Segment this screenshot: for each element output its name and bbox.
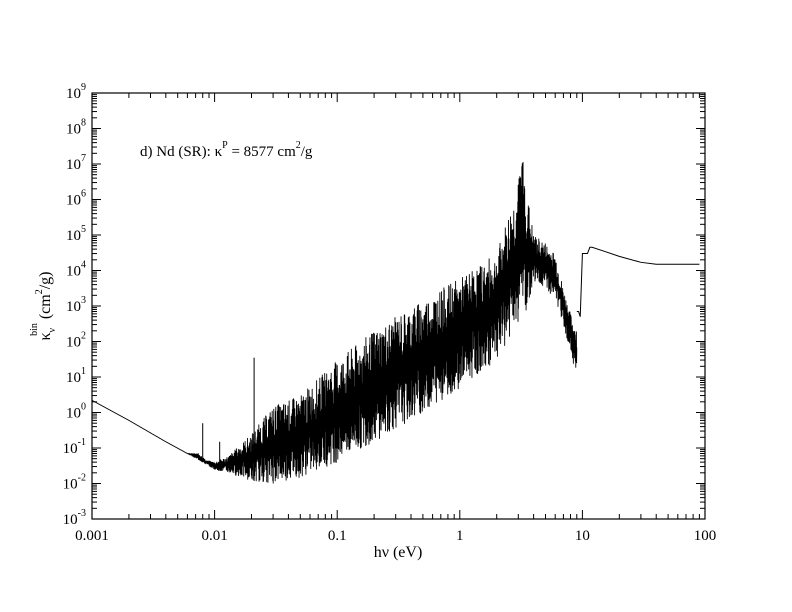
x-tick-label: 100 bbox=[694, 528, 717, 544]
y-tick-label: 107 bbox=[66, 153, 86, 173]
x-tick-label: 0.001 bbox=[75, 528, 109, 544]
x-tick-label: 1 bbox=[456, 528, 464, 544]
annotation-lead: d) Nd (SR): κ bbox=[140, 144, 223, 160]
y-label-sub: ν bbox=[47, 327, 58, 332]
y-axis-label: κν bin (cm2/g) bbox=[29, 271, 58, 340]
annotation-tail: /g bbox=[301, 144, 313, 160]
y-tick-label: 103 bbox=[66, 295, 86, 315]
x-tick-label: 0.1 bbox=[328, 528, 347, 544]
y-tick-label: 108 bbox=[66, 118, 86, 138]
y-tick-label: 104 bbox=[66, 260, 86, 280]
y-tick-label: 101 bbox=[66, 366, 86, 386]
series-line-main bbox=[91, 161, 578, 484]
series-layer bbox=[91, 161, 700, 484]
y-tick-label: 10-1 bbox=[63, 437, 86, 457]
y-tick-label: 100 bbox=[66, 402, 86, 422]
annotation-mid: = 8577 cm bbox=[228, 144, 296, 160]
x-axis-ticks: 0.001 0.01 0.1 1 10 100 bbox=[75, 93, 716, 544]
y-tick-label: 109 bbox=[66, 82, 86, 102]
x-tick-label: 0.01 bbox=[201, 528, 227, 544]
annotation-text: d) Nd (SR): κP = 8577 cm2/g bbox=[140, 140, 313, 160]
x-axis-label: hν (eV) bbox=[374, 544, 423, 561]
y-axis-ticks: 10-3 10-2 10-1 100 101 102 103 104 105 106 107 108 1… bbox=[63, 82, 705, 528]
y-tick-label: 105 bbox=[66, 224, 86, 244]
series-line-tail bbox=[576, 246, 700, 317]
y-label-units-post: /g) bbox=[37, 271, 54, 289]
y-tick-label: 10-2 bbox=[63, 473, 86, 493]
y-tick-label: 102 bbox=[66, 331, 86, 351]
y-label-sup: bin bbox=[29, 323, 40, 336]
y-tick-label: 106 bbox=[66, 189, 86, 209]
y-label-units-pre: (cm bbox=[37, 294, 54, 319]
annotation-lead-sup: P bbox=[222, 140, 228, 151]
y-label-symbol: κ bbox=[37, 332, 54, 340]
y-tick-label: 10-3 bbox=[63, 508, 86, 528]
annotation-mid-sup: 2 bbox=[296, 140, 301, 151]
y-label-units-exp: 2 bbox=[34, 289, 45, 294]
x-tick-label: 10 bbox=[575, 528, 590, 544]
